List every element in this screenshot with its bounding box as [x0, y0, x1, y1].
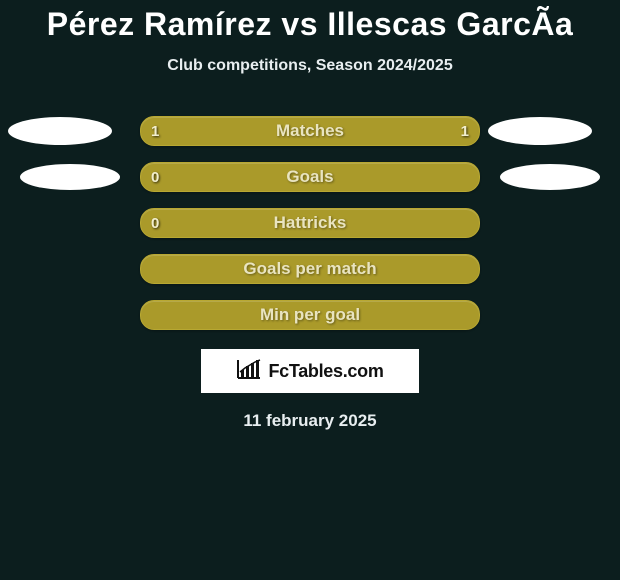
- right-ellipse: [488, 117, 592, 145]
- page-title: Pérez Ramírez vs Illescas GarcÃ­a: [47, 6, 574, 43]
- stat-bar: 0 Goals: [140, 162, 480, 192]
- stat-left-value: 0: [151, 215, 159, 232]
- stat-left-value: 0: [151, 169, 159, 186]
- right-ellipse: [500, 164, 600, 190]
- stat-row: 0 Hattricks: [0, 207, 620, 239]
- stat-bar: 1 Matches 1: [140, 116, 480, 146]
- stat-row: Goals per match: [0, 253, 620, 285]
- stat-row: Min per goal: [0, 299, 620, 331]
- logo-box: FcTables.com: [201, 349, 419, 393]
- stat-bar: 0 Hattricks: [140, 208, 480, 238]
- logo-text: FcTables.com: [268, 361, 383, 382]
- stat-right-value: 1: [461, 123, 469, 140]
- stat-row: 0 Goals: [0, 161, 620, 193]
- stat-row: 1 Matches 1: [0, 115, 620, 147]
- stat-bar: Goals per match: [140, 254, 480, 284]
- stat-label: Goals: [286, 167, 333, 187]
- stat-bar: Min per goal: [140, 300, 480, 330]
- stat-label: Matches: [276, 121, 344, 141]
- infographic-container: Pérez Ramírez vs Illescas GarcÃ­a Club c…: [0, 0, 620, 431]
- footer-date: 11 february 2025: [243, 411, 376, 431]
- left-ellipse: [8, 117, 112, 145]
- bar-chart-icon: [236, 358, 262, 385]
- stat-rows: 1 Matches 1 0 Goals 0 Hattricks Goals per match…: [0, 115, 620, 331]
- left-ellipse: [20, 164, 120, 190]
- stat-left-value: 1: [151, 123, 159, 140]
- page-subtitle: Club competitions, Season 2024/2025: [167, 57, 452, 75]
- stat-label: Min per goal: [260, 305, 360, 325]
- stat-label: Goals per match: [243, 259, 376, 279]
- stat-label: Hattricks: [274, 213, 347, 233]
